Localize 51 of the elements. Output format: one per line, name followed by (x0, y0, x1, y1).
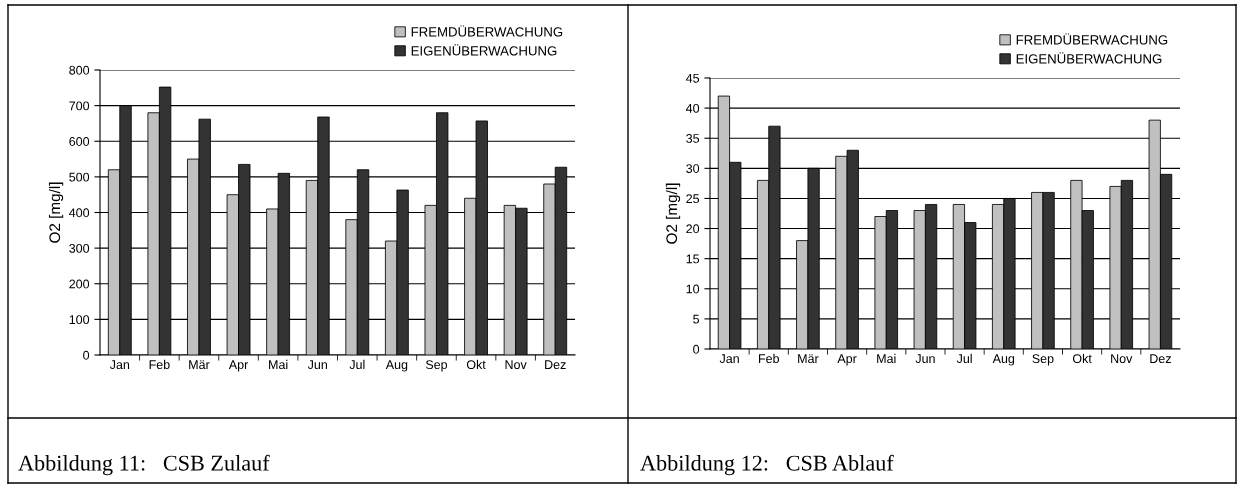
x-tick-label: Okt (466, 359, 486, 370)
legend-label: FREMDÜBERWACHUNG (1016, 33, 1168, 45)
x-tick-label: Mär (189, 360, 210, 370)
y-tick-label: 45 (685, 73, 700, 83)
x-tick-label: Jan (719, 354, 739, 364)
legend-label: FREMDÜBERWACHUNG (411, 25, 563, 37)
y-tick-label: 0 (693, 344, 700, 354)
x-tick-label: Jun (307, 360, 327, 370)
x-tick-label: Mai (877, 353, 896, 364)
x-tick-label: Sep (1032, 354, 1054, 366)
y-tick-label: 600 (69, 137, 90, 146)
y-tick-label: 25 (686, 194, 700, 204)
y-tick-label: 20 (686, 224, 700, 234)
legend-label: EIGENÜBERWACHUNG (1016, 52, 1162, 64)
y-tick-label: 10 (686, 284, 700, 294)
y-tick-label: 40 (685, 103, 700, 113)
x-tick-label: Sep (425, 360, 448, 372)
y-tick-label: 200 (69, 279, 90, 289)
x-tick-label: Aug (385, 360, 408, 372)
x-tick-label: Feb (149, 359, 170, 370)
y-tick-label: 5 (693, 314, 700, 324)
y-axis-title: O2 [mg/l] (48, 182, 64, 243)
x-tick-label: Okt (1072, 353, 1092, 364)
y-tick-label: 100 (69, 315, 90, 325)
y-tick-label: 400 (69, 208, 90, 218)
y-tick-label: 35 (686, 134, 700, 143)
x-tick-label: Apr (837, 354, 857, 366)
y-tick-label: 300 (69, 243, 90, 253)
x-tick-label: Apr (228, 360, 249, 372)
x-tick-label: Mär (798, 354, 819, 364)
x-tick-label: Nov (1111, 354, 1133, 364)
x-tick-label: Nov (505, 360, 527, 370)
y-tick-label: 15 (686, 254, 700, 264)
x-tick-label: Jul (349, 359, 365, 370)
x-tick-label: Jan (109, 360, 130, 370)
x-tick-label: Jun (915, 354, 935, 364)
x-tick-label: Mai (269, 359, 288, 370)
text: Abbildung 12: CSB Ablauf (640, 454, 894, 476)
y-tick-label: 700 (69, 101, 90, 111)
x-tick-label: Aug (992, 354, 1015, 366)
y-tick-label: 800 (69, 65, 90, 75)
text: Abbildung 11: CSB Zulauf (18, 454, 270, 476)
x-tick-label: Dez (545, 360, 566, 370)
y-tick-label: 30 (686, 164, 700, 173)
legend-label: EIGENÜBERWACHUNG (411, 44, 557, 56)
x-tick-label: Feb (759, 353, 779, 364)
y-tick-label: 0 (83, 350, 90, 360)
x-tick-label: Dez (1150, 354, 1171, 364)
x-tick-label: Jul (956, 353, 972, 364)
y-tick-label: 500 (69, 172, 90, 182)
y-axis-title: O2 [mg/l] (665, 183, 681, 244)
